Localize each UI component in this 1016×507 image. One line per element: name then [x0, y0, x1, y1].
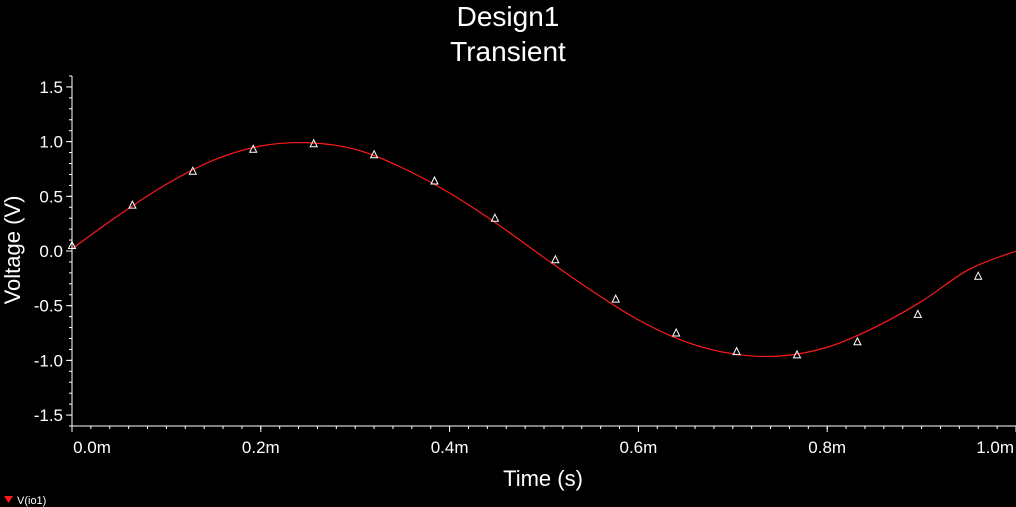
x-tick-label: 1.0m	[976, 438, 1014, 457]
legend-marker-icon	[4, 496, 13, 503]
y-axis-label: Voltage (V)	[0, 196, 25, 305]
legend[interactable]: V(io1)	[4, 495, 46, 507]
legend-label: V(io1)	[17, 495, 46, 507]
data-point	[248, 144, 258, 153]
x-tick-label: 0.4m	[431, 438, 469, 457]
plot-area	[67, 138, 1016, 359]
y-tick-label: 0.0	[39, 242, 63, 261]
y-tick-label: -1.5	[34, 406, 63, 425]
series-line	[71, 141, 1016, 358]
chart-subtitle: Transient	[450, 36, 566, 67]
data-point	[550, 254, 560, 264]
data-point	[67, 240, 77, 249]
data-point	[188, 166, 198, 175]
data-point	[732, 346, 741, 356]
y-tick-label: -0.5	[34, 297, 63, 316]
axes: 1.5 1.0 0.5 0.0 -0.5 -1.0 -1.5 0.0m 0.2m 0.4m 0.6m…	[34, 75, 1016, 457]
data-point	[611, 293, 621, 303]
data-point	[369, 149, 379, 159]
data-point	[853, 336, 862, 346]
x-tick-label: 0.6m	[620, 438, 658, 457]
data-point	[128, 199, 137, 209]
chart-title: Design1	[457, 1, 560, 32]
data-point	[973, 271, 983, 280]
y-tick-label: 1.5	[39, 78, 63, 97]
data-point	[490, 213, 500, 222]
data-point	[913, 309, 923, 318]
y-tick-label: -1.0	[34, 351, 63, 370]
data-point	[430, 175, 439, 185]
x-tick-label: 0.0m	[73, 438, 111, 457]
x-tick-label: 0.2m	[242, 438, 280, 457]
data-point	[792, 349, 802, 359]
data-point	[309, 138, 319, 148]
x-tick-label: 0.8m	[808, 438, 846, 457]
x-axis-label: Time (s)	[503, 466, 583, 491]
y-tick-label: 0.5	[39, 187, 63, 206]
data-point	[671, 327, 681, 337]
y-tick-label: 1.0	[39, 133, 63, 152]
